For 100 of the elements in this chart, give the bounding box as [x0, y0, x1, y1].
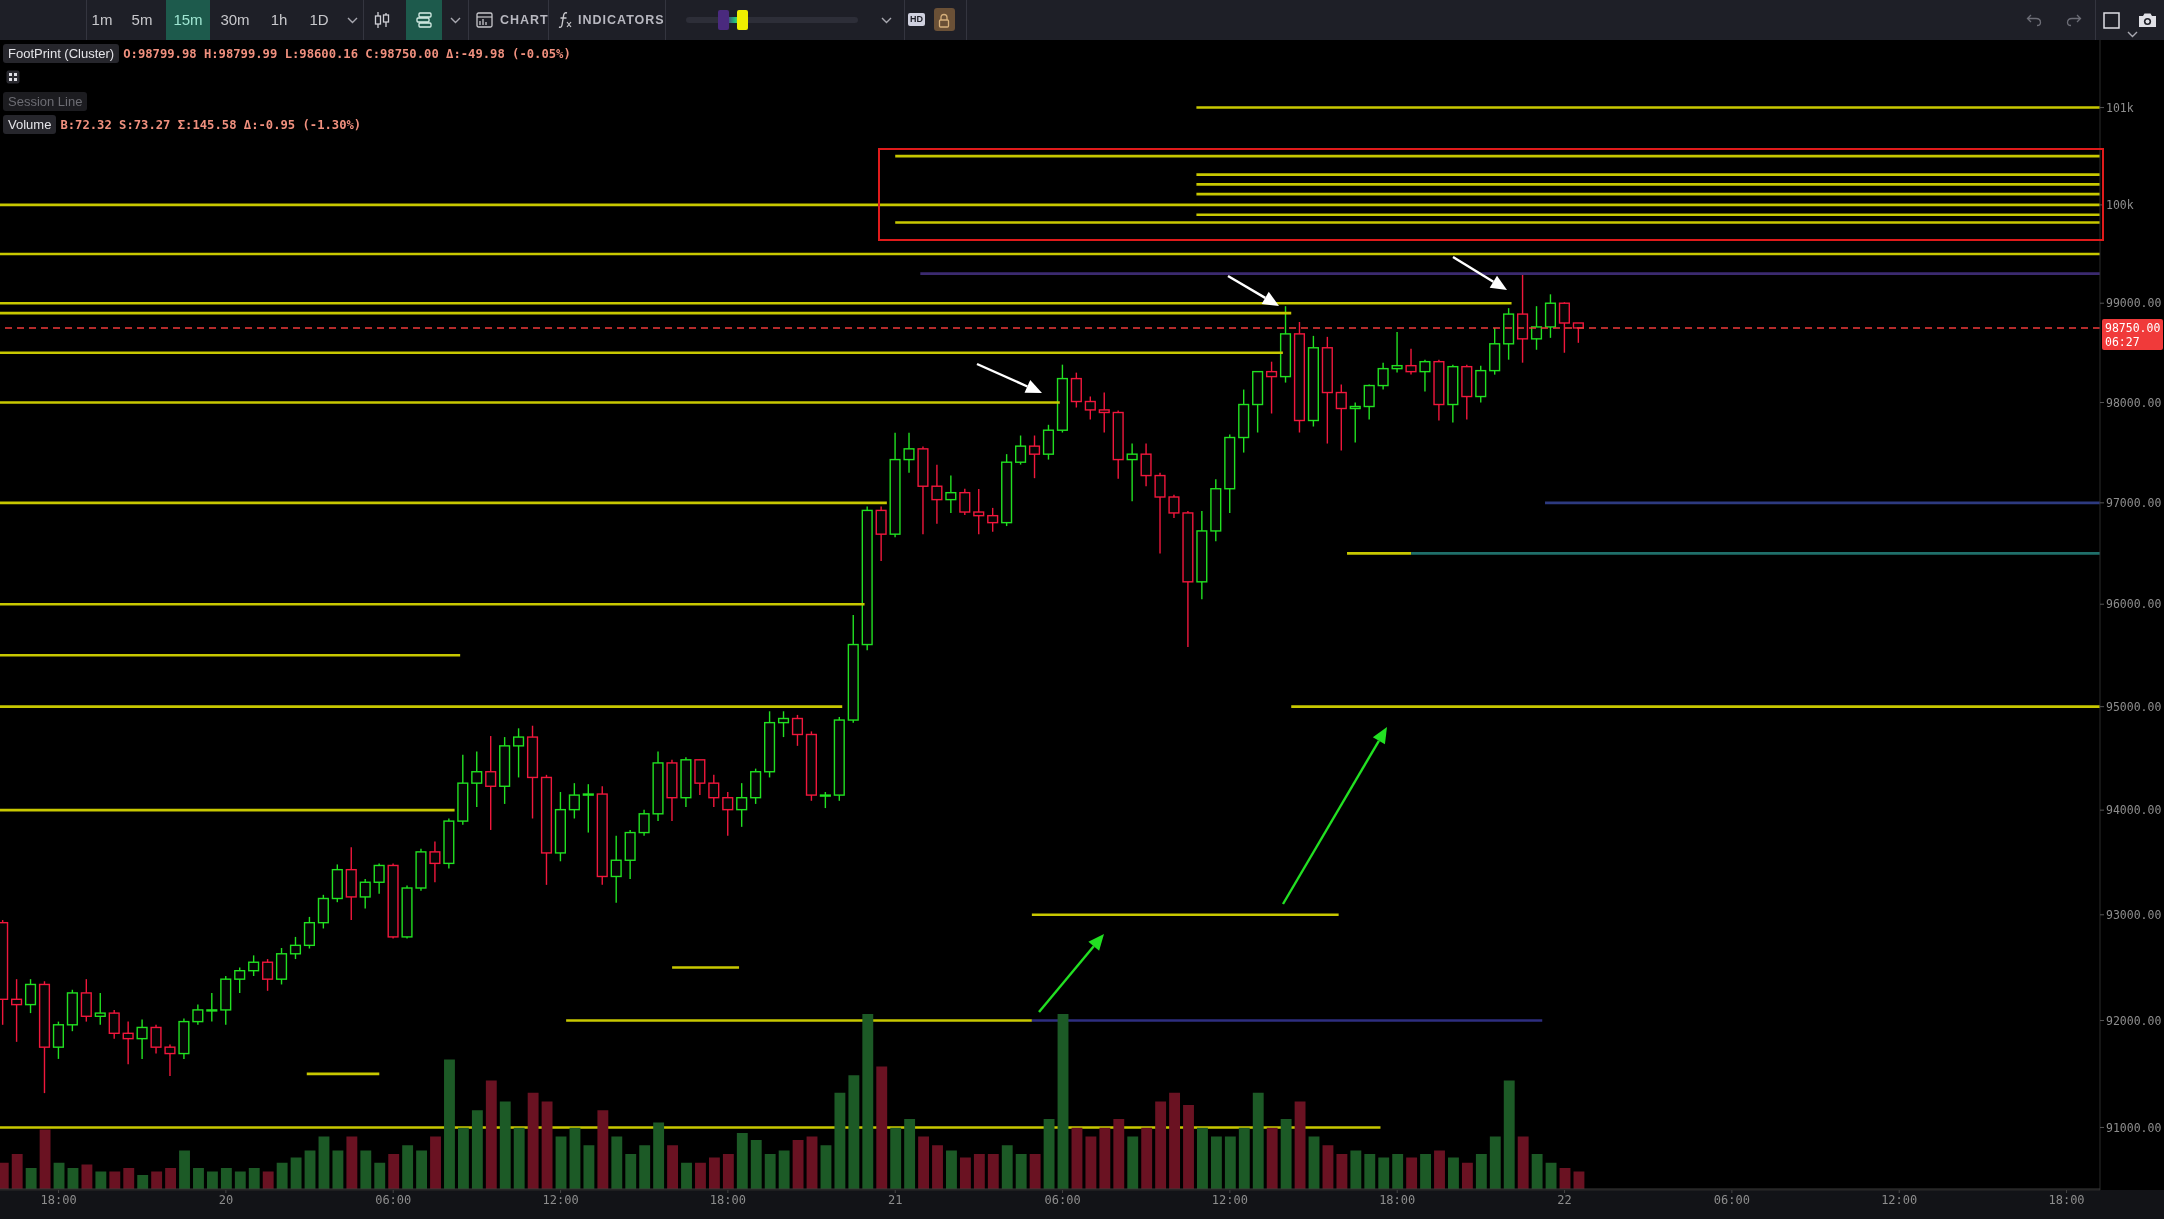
- bar: [457, 1127, 469, 1189]
- ref-line-label: 98750.00: [2105, 320, 2161, 335]
- x-tick-label: 06:00: [375, 1192, 412, 1207]
- bar: [388, 1154, 400, 1189]
- candlestick: [513, 727, 525, 779]
- candlestick: [1558, 301, 1570, 354]
- text: 1h: [270, 11, 288, 28]
- candlestick: [1168, 494, 1180, 519]
- candlestick: [1530, 305, 1543, 351]
- bar: [653, 1122, 665, 1189]
- candlestick: [973, 488, 985, 536]
- bar: [1071, 1127, 1083, 1189]
- bar: [109, 1171, 121, 1189]
- candlestick: [150, 1024, 162, 1055]
- bar: [1001, 1145, 1013, 1189]
- x-tick-label: 06:00: [1713, 1192, 1750, 1207]
- bar: [248, 1168, 260, 1189]
- bar: [1155, 1101, 1167, 1189]
- bar: [402, 1145, 414, 1189]
- y-tick-label: 93000.00: [2106, 907, 2162, 922]
- bar: [764, 1154, 776, 1189]
- text: 5m: [131, 11, 153, 28]
- bar: [904, 1119, 916, 1189]
- candlestick: [122, 1020, 134, 1065]
- bar: [736, 1133, 748, 1189]
- bar: [946, 1150, 957, 1189]
- y-tick-label: 97000.00: [2106, 495, 2162, 510]
- text: CHART: [500, 13, 549, 27]
- candlestick: [1098, 391, 1110, 434]
- candlestick: [708, 774, 720, 808]
- bar: [1238, 1127, 1250, 1189]
- candlestick: [359, 878, 371, 910]
- candlestick: [108, 1009, 120, 1040]
- bar: [499, 1101, 511, 1189]
- annotation: FootPrint (Cluster): [3, 44, 120, 63]
- candlestick: [777, 710, 790, 738]
- bar: [708, 1157, 720, 1189]
- y-tick-label: 99000.00: [2106, 296, 2162, 311]
- bar: [1280, 1119, 1292, 1189]
- bar: [1392, 1154, 1404, 1189]
- x-tick-label: 18:00: [709, 1192, 746, 1207]
- text: INDICATORS: [578, 13, 665, 27]
- x-tick-label: 12:00: [542, 1192, 579, 1207]
- candlestick: [1405, 348, 1417, 376]
- bar: [1364, 1154, 1376, 1189]
- bar: [597, 1110, 609, 1189]
- y-tick-label: 94000.00: [2106, 803, 2162, 818]
- bar: [151, 1171, 163, 1189]
- candlestick: [1028, 434, 1041, 479]
- bar: [750, 1140, 762, 1189]
- candlestick: [582, 783, 594, 834]
- bar: [513, 1127, 525, 1189]
- bar: [862, 1014, 874, 1189]
- bar: [165, 1168, 177, 1189]
- bar: [39, 1129, 51, 1189]
- bar: [569, 1127, 581, 1189]
- bar: [360, 1150, 372, 1189]
- candlestick: [206, 992, 218, 1023]
- bar: [778, 1150, 790, 1189]
- bar: [179, 1150, 190, 1189]
- candlestick: [248, 954, 260, 977]
- bar: [416, 1150, 428, 1189]
- bar: [1517, 1136, 1529, 1189]
- bar: [1461, 1162, 1473, 1189]
- y-tick-label: 91000.00: [2106, 1120, 2162, 1135]
- bar: [332, 1150, 344, 1189]
- bar: [471, 1110, 483, 1189]
- text: 1m: [91, 11, 113, 28]
- candlestick: [1126, 442, 1138, 502]
- bar: [639, 1145, 651, 1189]
- bar: [1224, 1136, 1236, 1189]
- bar: [1503, 1080, 1515, 1189]
- bar: [1183, 1105, 1194, 1189]
- bar: [1434, 1150, 1445, 1189]
- bar: [792, 1140, 804, 1189]
- bar: [890, 1127, 902, 1189]
- bar: [123, 1168, 135, 1189]
- candlestick: [52, 1020, 65, 1060]
- bar: [1252, 1092, 1264, 1189]
- candlestick: [262, 958, 274, 992]
- bar: [1099, 1127, 1111, 1189]
- candlestick: [429, 840, 441, 883]
- candlestick: [1377, 361, 1389, 391]
- bar: [541, 1101, 553, 1189]
- bar: [1378, 1157, 1390, 1189]
- annotation: Session Line: [3, 92, 88, 111]
- candlestick: [373, 862, 385, 895]
- candlestick: [1419, 358, 1431, 393]
- candlestick: [987, 507, 999, 533]
- candlestick: [485, 735, 497, 831]
- bar: [1043, 1119, 1055, 1189]
- bar: [290, 1157, 302, 1189]
- bar: [137, 1175, 149, 1189]
- candlestick: [11, 978, 23, 1043]
- bar: [918, 1136, 930, 1189]
- bar: [95, 1171, 107, 1189]
- text: 30m: [220, 11, 250, 28]
- annotation: Volume: [3, 115, 57, 134]
- bar: [1029, 1154, 1041, 1189]
- candlestick: [1349, 401, 1361, 444]
